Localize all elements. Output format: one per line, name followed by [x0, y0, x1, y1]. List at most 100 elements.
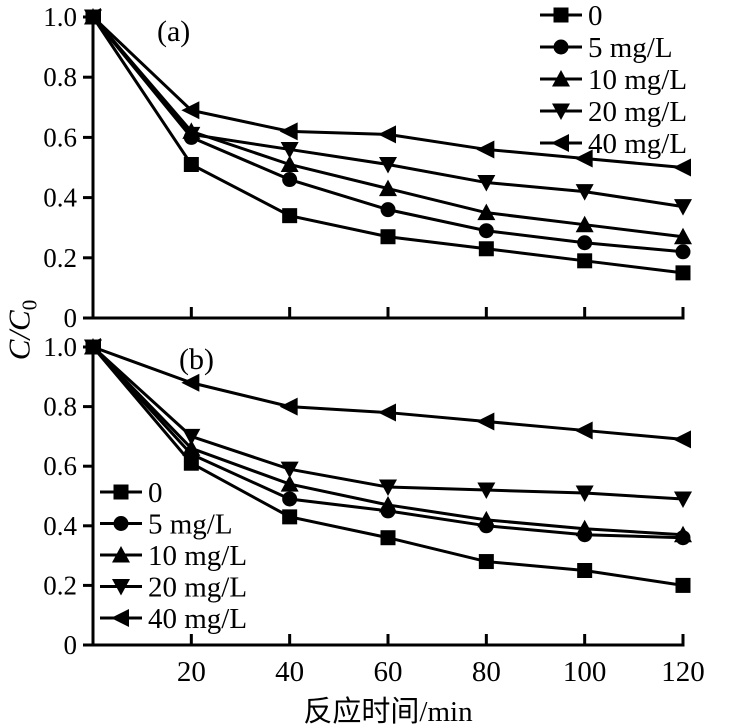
series-4-triangle-left-marker	[181, 373, 200, 392]
series-0-square-marker	[282, 208, 298, 224]
legend-entry: 10 mg/L	[540, 64, 687, 96]
series-3-triangle-down-marker	[379, 479, 397, 497]
legend-circle-marker	[553, 39, 569, 55]
y-axis-label: C/C0	[1, 300, 42, 360]
legend-label: 40 mg/L	[148, 603, 247, 635]
series-2-triangle-up-marker	[674, 525, 692, 543]
series-0-square-marker	[577, 253, 593, 269]
x-axis-label: 反应时间/min	[303, 696, 473, 726]
series-4-triangle-left-marker	[378, 403, 396, 422]
series-0-square-marker	[380, 530, 396, 546]
legend-entry: 0	[100, 477, 163, 509]
y-tick-label: 0.4	[43, 511, 77, 541]
legend-label: 5 mg/L	[588, 32, 673, 64]
series-1-circle-marker	[282, 491, 298, 507]
legend-circle-marker	[113, 516, 129, 531]
series-1-circle-marker	[380, 202, 396, 218]
y-tick-label: 1.0	[43, 2, 77, 32]
series-4-triangle-left-marker	[181, 101, 200, 120]
y-tick-label: 0	[64, 303, 78, 333]
panel-a: 1.00.80.60.40.20(a) 05 mg/L10 mg/L20 mg/L…	[43, 0, 692, 333]
series-2-triangle-up-marker	[575, 519, 594, 537]
legend-triangle-up-marker	[552, 70, 570, 87]
legend-entry: 20 mg/L	[540, 96, 687, 128]
legend-triangle-down-marker	[112, 579, 130, 596]
series-3-triangle-down-marker	[674, 199, 692, 216]
series-2-triangle-up-marker	[280, 155, 299, 172]
series-0-square-marker	[282, 509, 298, 525]
legend-triangle-left-marker	[551, 134, 569, 152]
series-3-triangle-down-marker	[280, 461, 299, 479]
series-2-triangle-up-marker	[379, 179, 397, 197]
legend-label: 5 mg/L	[148, 509, 233, 541]
series-4-triangle-left-marker	[476, 412, 495, 431]
series-2-triangle-up-marker	[477, 203, 496, 221]
series-0-square-marker	[675, 265, 691, 281]
x-tick-label: 60	[374, 656, 403, 688]
series-2-triangle-up-marker	[379, 495, 397, 513]
legend: 05 mg/L10 mg/L20 mg/L40 mg/L	[540, 0, 687, 160]
legend-label: 10 mg/L	[588, 64, 687, 96]
series-3-triangle-down-marker	[575, 485, 594, 503]
series-3-triangle-down-marker	[379, 156, 397, 174]
legend: 05 mg/L10 mg/L20 mg/L40 mg/L	[100, 477, 247, 635]
series-0-square-marker	[183, 156, 199, 172]
legend-triangle-left-marker	[111, 609, 129, 627]
series-4-triangle-left-marker	[279, 397, 298, 416]
series-0-square-marker	[675, 577, 691, 593]
legend-label: 20 mg/L	[148, 572, 247, 604]
legend-entry: 40 mg/L	[100, 603, 247, 635]
x-tick-label: 20	[177, 656, 206, 688]
y-tick-label: 1.0	[43, 332, 77, 362]
x-tick-label: 40	[275, 656, 304, 688]
legend-entry: 5 mg/L	[100, 509, 233, 541]
series-1-circle-marker	[282, 172, 298, 188]
series-4-triangle-left-marker	[476, 140, 495, 159]
series-4-triangle-left-marker	[673, 430, 691, 449]
series-3-triangle-down-marker	[182, 428, 201, 446]
series-3-triangle-down-marker	[280, 141, 299, 159]
series-4-triangle-left-marker	[574, 421, 593, 440]
series-4-triangle-left-marker	[83, 338, 101, 356]
series-2-triangle-up-marker	[280, 475, 299, 492]
series-1-circle-marker	[577, 235, 593, 251]
y-tick-label: 0	[64, 630, 78, 660]
series-2-triangle-up-marker	[674, 227, 692, 245]
legend-square-marker	[113, 484, 129, 500]
panel-label: (a)	[157, 15, 190, 48]
series-1-circle-marker	[675, 244, 691, 260]
y-tick-label: 0.8	[43, 392, 77, 422]
series-4-triangle-left-marker	[378, 125, 396, 144]
legend-entry: 20 mg/L	[100, 572, 247, 604]
y-tick-label: 0.6	[43, 451, 77, 481]
legend-label: 0	[148, 477, 163, 509]
y-tick-label: 0.8	[43, 62, 77, 92]
y-tick-label: 0.2	[43, 243, 77, 273]
series-2-triangle-up-marker	[477, 510, 496, 528]
legend-entry: 5 mg/L	[540, 32, 673, 64]
series-0-square-marker	[478, 554, 494, 570]
series-4-triangle-left-marker	[279, 122, 298, 141]
y-tick-label: 0.4	[43, 183, 77, 213]
series-4-triangle-left-marker	[673, 158, 691, 177]
legend-label: 0	[588, 0, 603, 32]
y-axis-label-main: C/C	[1, 310, 37, 361]
y-tick-label: 0.2	[43, 570, 77, 600]
y-axis-label-sub: 0	[17, 299, 42, 311]
series-2-triangle-up-marker	[575, 215, 594, 233]
series-3-triangle-down-marker	[674, 491, 692, 508]
series-3-triangle-down-marker	[477, 175, 496, 192]
series-3-triangle-down-marker	[477, 482, 496, 500]
series-3-triangle-down-marker	[182, 126, 201, 144]
panel-label: (b)	[179, 343, 214, 376]
series-0-square-marker	[478, 241, 494, 257]
y-tick-label: 0.6	[43, 122, 77, 152]
legend-label: 10 mg/L	[148, 540, 247, 572]
series-4-triangle-left-marker	[574, 149, 593, 168]
x-tick-label: 80	[472, 656, 501, 688]
series-1-circle-marker	[478, 223, 494, 239]
series-3-triangle-down-marker	[575, 184, 594, 201]
series-0-square-marker	[577, 563, 593, 578]
